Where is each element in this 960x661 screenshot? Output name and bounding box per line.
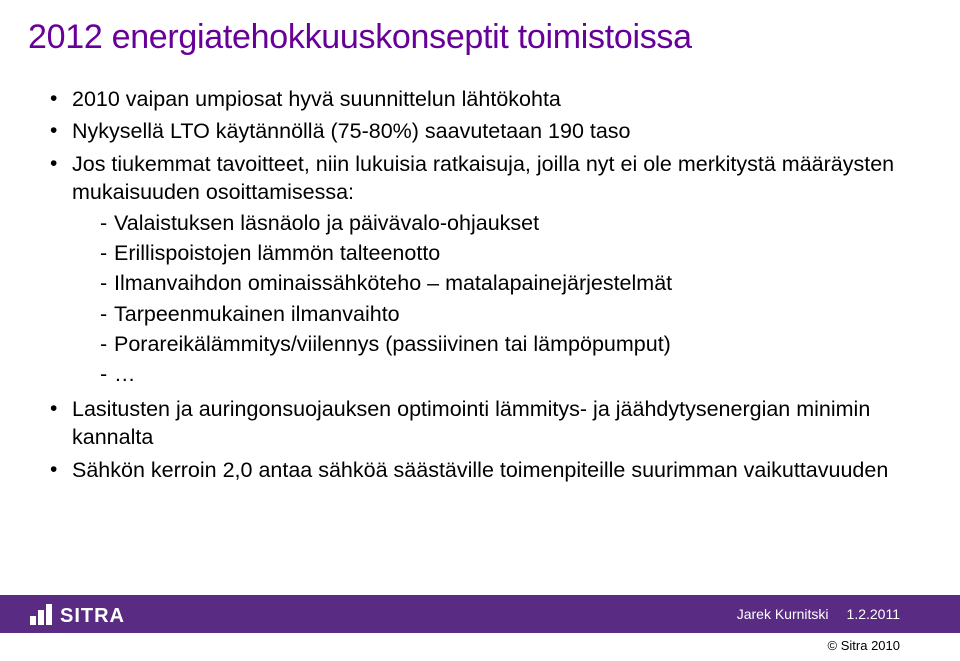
sub-bullet-list: Valaistuksen läsnäolo ja päivävalo-ohjau… bbox=[72, 209, 920, 389]
sub-bullet-text: Erillispoistojen lämmön talteenotto bbox=[114, 241, 440, 265]
sitra-logo: SITRA bbox=[30, 601, 140, 627]
bullet-item: Nykysellä LTO käytännöllä (75-80%) saavu… bbox=[50, 117, 920, 145]
sitra-logo-icon: SITRA bbox=[30, 601, 140, 627]
footer-author: Jarek Kurnitski bbox=[737, 606, 829, 622]
bullet-item: Lasitusten ja auringonsuojauksen optimoi… bbox=[50, 395, 920, 452]
sub-bullet-text: … bbox=[114, 362, 136, 386]
sub-bullet-item: Tarpeenmukainen ilmanvaihto bbox=[100, 300, 920, 328]
slide: 2012 energiatehokkuuskonseptit toimistoi… bbox=[0, 0, 960, 661]
footer-date: 1.2.2011 bbox=[847, 606, 900, 622]
svg-text:SITRA: SITRA bbox=[60, 605, 125, 627]
sub-bullet-item: … bbox=[100, 360, 920, 388]
sub-bullet-item: Ilmanvaihdon ominaissähköteho – matalapa… bbox=[100, 269, 920, 297]
sub-bullet-text: Valaistuksen läsnäolo ja päivävalo-ohjau… bbox=[114, 211, 539, 235]
bullet-text: Sähkön kerroin 2,0 antaa sähköä säästävi… bbox=[72, 458, 888, 482]
sub-bullet-text: Tarpeenmukainen ilmanvaihto bbox=[114, 302, 400, 326]
bullet-list: 2010 vaipan umpiosat hyvä suunnittelun l… bbox=[50, 85, 920, 484]
bullet-text: Nykysellä LTO käytännöllä (75-80%) saavu… bbox=[72, 119, 631, 143]
footer-bar: SITRA Jarek Kurnitski 1.2.2011 bbox=[0, 595, 960, 633]
sub-bullet-text: Ilmanvaihdon ominaissähköteho – matalapa… bbox=[114, 271, 672, 295]
copyright-text: © Sitra 2010 bbox=[828, 638, 900, 653]
sub-bullet-text: Porareikälämmitys/viilennys (passiivinen… bbox=[114, 332, 671, 356]
slide-body: 2010 vaipan umpiosat hyvä suunnittelun l… bbox=[0, 57, 960, 484]
bullet-item: Sähkön kerroin 2,0 antaa sähköä säästävi… bbox=[50, 456, 920, 484]
bullet-text: Lasitusten ja auringonsuojauksen optimoi… bbox=[72, 397, 870, 449]
bullet-item: 2010 vaipan umpiosat hyvä suunnittelun l… bbox=[50, 85, 920, 113]
slide-title: 2012 energiatehokkuuskonseptit toimistoi… bbox=[0, 0, 960, 57]
bullet-item: Jos tiukemmat tavoitteet, niin lukuisia … bbox=[50, 150, 920, 389]
sub-bullet-item: Porareikälämmitys/viilennys (passiivinen… bbox=[100, 330, 920, 358]
sub-bullet-item: Erillispoistojen lämmön talteenotto bbox=[100, 239, 920, 267]
bullet-text: 2010 vaipan umpiosat hyvä suunnittelun l… bbox=[72, 87, 561, 111]
footer-right: Jarek Kurnitski 1.2.2011 bbox=[737, 606, 900, 622]
bullet-text: Jos tiukemmat tavoitteet, niin lukuisia … bbox=[72, 152, 894, 204]
sub-bullet-item: Valaistuksen läsnäolo ja päivävalo-ohjau… bbox=[100, 209, 920, 237]
